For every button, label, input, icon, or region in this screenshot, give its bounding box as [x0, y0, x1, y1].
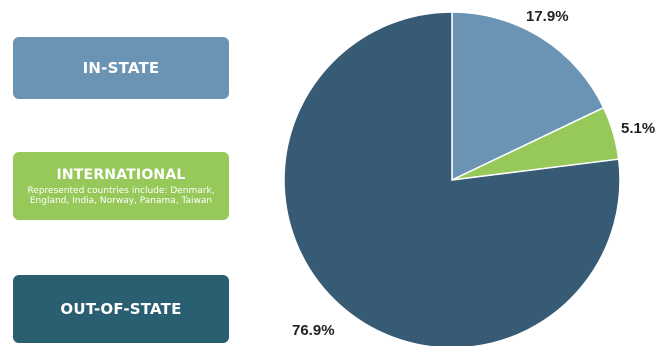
pie-slice-out-of-state — [283, 11, 621, 346]
pie-slice-in-state — [451, 11, 605, 182]
slice-label-out-of-state: 76.9% — [292, 322, 335, 339]
legend-in-state: IN-STATE — [13, 37, 229, 99]
slice-label-in-state: 17.9% — [526, 8, 569, 25]
legend-international-note: Represented countries include: Denmark, … — [27, 185, 215, 206]
legend-in-state-title: IN-STATE — [82, 59, 160, 77]
legend-international-title: INTERNATIONAL — [56, 166, 186, 183]
slice-label-international: 5.1% — [621, 120, 656, 137]
legend-out-of-state-title: OUT-OF-STATE — [60, 300, 182, 318]
legend-out-of-state: OUT-OF-STATE — [13, 275, 229, 343]
legend-international: INTERNATIONAL Represented countries incl… — [13, 152, 229, 220]
